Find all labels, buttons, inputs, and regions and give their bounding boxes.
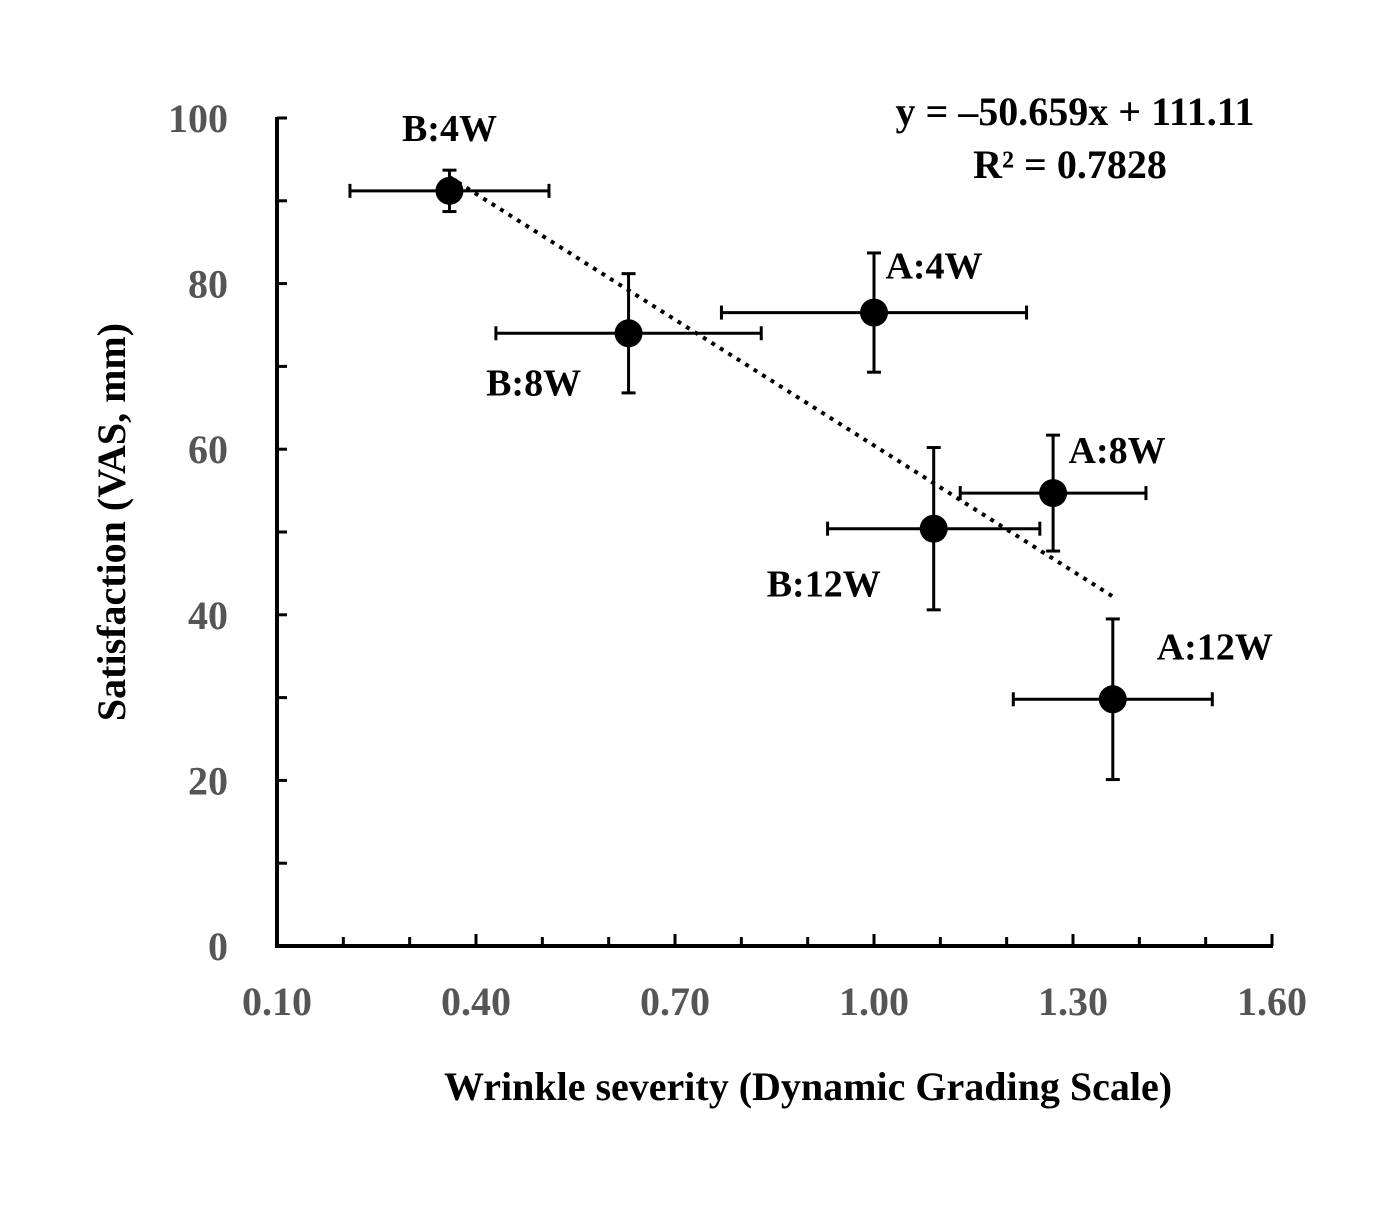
trendline-line [448, 175, 1114, 599]
point-labels: B:4W B:8W A:4W B:12W A:8W A:12W [402, 108, 1273, 668]
axes: 0 20 40 60 80 100 0.10 0.40 0.70 1.00 1.30 1.60 [168, 96, 1307, 1024]
data-point-group [1011, 617, 1214, 782]
data-point-group [494, 272, 763, 395]
data-point [435, 176, 464, 205]
trendline [448, 175, 1114, 599]
y-tick-label: 20 [188, 758, 228, 803]
x-axis-title: Wrinkle severity (Dynamic Grading Scale) [444, 1064, 1172, 1109]
data-point [860, 298, 888, 327]
y-tick-label: 100 [168, 96, 228, 141]
data-point-group [826, 446, 1042, 612]
point-label: B:8W [486, 362, 581, 404]
x-tick-label: 0.40 [441, 979, 511, 1024]
y-tick-label: 60 [188, 427, 228, 472]
data-point [614, 319, 643, 348]
data-point [919, 514, 948, 543]
point-label: A:12W [1157, 626, 1273, 668]
point-label: A:8W [1069, 430, 1166, 472]
y-axis-title: Satisfaction (VAS, mm) [89, 323, 134, 721]
data-point [1098, 685, 1127, 714]
x-tick-label: 0.10 [242, 979, 312, 1024]
data-points [348, 168, 1214, 782]
y-tick-label: 0 [208, 924, 228, 969]
x-tick-label: 1.30 [1038, 979, 1108, 1024]
x-tick-label: 1.60 [1237, 979, 1307, 1024]
x-tick-label: 1.00 [839, 979, 909, 1024]
data-point-group [719, 251, 1029, 374]
trendline-equation: y = –50.659x + 111.11 [896, 89, 1255, 134]
y-tick-label: 40 [188, 593, 228, 638]
point-label: B:4W [402, 108, 497, 150]
point-label: B:12W [767, 564, 881, 606]
y-tick-label: 80 [188, 262, 228, 307]
data-point-group [348, 168, 551, 214]
data-point-group [958, 433, 1148, 553]
point-label: A:4W [885, 246, 982, 288]
x-tick-label: 0.70 [640, 979, 710, 1024]
trendline-r-squared: R² = 0.7828 [973, 142, 1167, 187]
data-point [1039, 479, 1068, 508]
